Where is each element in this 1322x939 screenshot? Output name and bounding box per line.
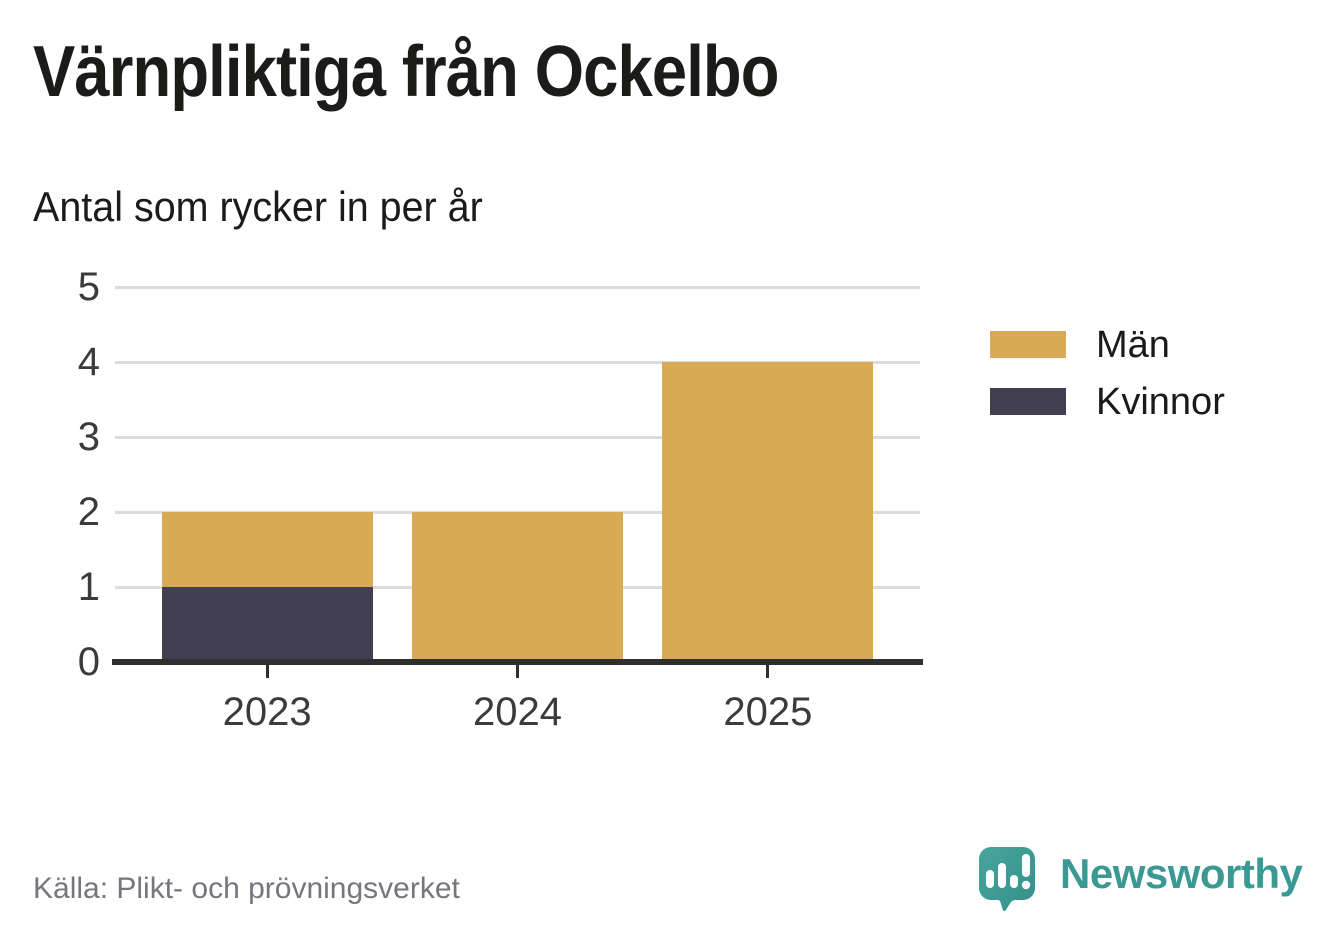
y-axis-label-1: 1 <box>77 565 100 609</box>
legend-item-män: Män <box>990 326 1225 364</box>
y-axis-label-5: 5 <box>77 265 100 309</box>
x-axis-label-2025: 2025 <box>723 690 813 734</box>
gridline-y-4 <box>115 361 920 364</box>
bar-2025-män <box>662 362 874 662</box>
chart-subtitle: Antal som rycker in per år <box>33 183 483 230</box>
gridline-y-3 <box>115 436 920 439</box>
x-axis-label-2024: 2024 <box>473 690 562 734</box>
legend-label-män: Män <box>1096 323 1170 366</box>
chart-legend: Män Kvinnor <box>990 326 1225 445</box>
y-axis-label-2: 2 <box>77 490 100 534</box>
bar-2023-män <box>161 512 373 587</box>
x-axis-tick-2025 <box>766 664 770 678</box>
brand-lockup: Newsworthy <box>976 844 1303 916</box>
y-axis-label-4: 4 <box>77 340 100 384</box>
brand-name: Newsworthy <box>1060 850 1303 897</box>
newsworthy-logo-icon <box>979 847 1035 911</box>
x-axis-tick-2023 <box>265 664 269 678</box>
source-note: Källa: Plikt- och prövningsverket <box>33 872 460 905</box>
x-axis-label-2023: 2023 <box>222 690 312 734</box>
bar-2023-kvinnor <box>161 587 373 662</box>
y-axis-label-3: 3 <box>77 415 100 459</box>
chart-title: Värnpliktiga från Ockelbo <box>33 32 779 112</box>
x-axis-line <box>112 659 923 665</box>
legend-swatch-män <box>990 331 1066 358</box>
legend-label-kvinnor: Kvinnor <box>1096 380 1225 423</box>
legend-swatch-kvinnor <box>990 388 1066 415</box>
bar-2024-män <box>412 512 623 662</box>
y-axis-label-0: 0 <box>77 640 100 684</box>
legend-item-kvinnor: Kvinnor <box>990 383 1225 421</box>
x-axis-tick-2024 <box>516 664 519 678</box>
gridline-y-5 <box>115 286 920 289</box>
